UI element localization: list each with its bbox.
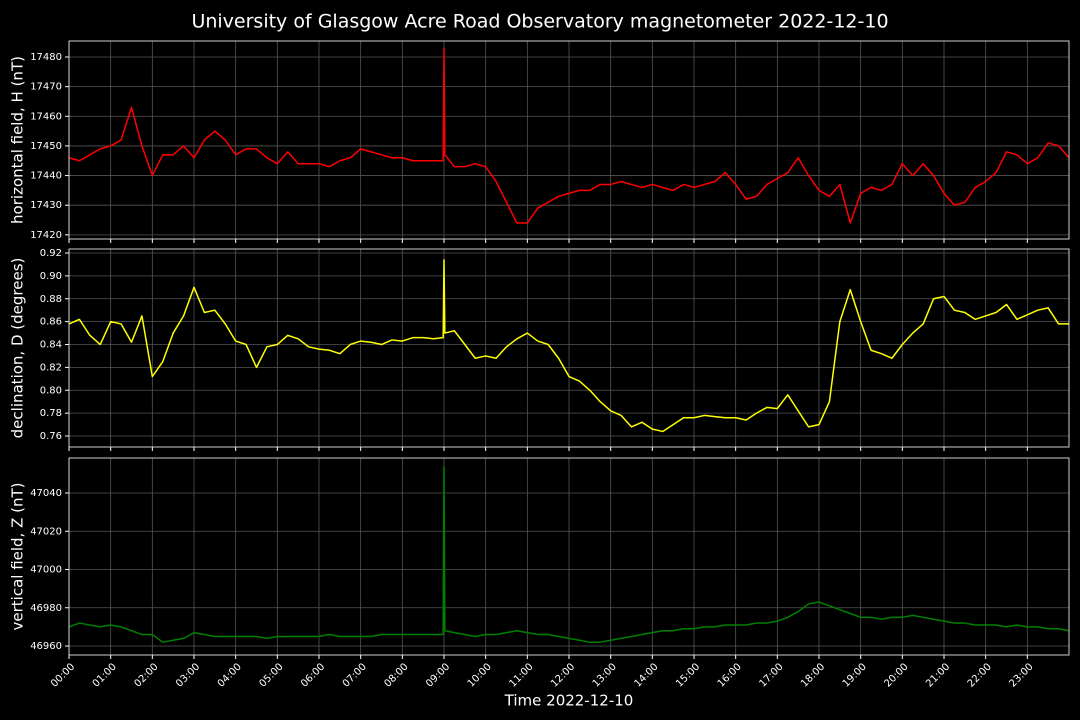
plot-frame	[68, 457, 1070, 656]
y-axis-label: vertical field, Z (nT)	[9, 482, 27, 630]
y-tick-label: 0.82	[40, 362, 62, 373]
y-tick-label: 17470	[30, 82, 62, 93]
y-tick-label: 0.78	[40, 408, 62, 419]
plot-frame	[68, 40, 1070, 240]
figure-title: University of Glasgow Acre Road Observat…	[191, 11, 888, 33]
y-tick-label: 0.92	[40, 248, 62, 259]
y-tick-label: 17460	[30, 111, 62, 122]
y-tick-label: 0.88	[40, 294, 62, 305]
y-tick-label: 17480	[30, 52, 62, 63]
y-tick-label: 0.80	[40, 385, 62, 396]
x-axis-label: Time 2022-12-10	[504, 692, 634, 710]
y-tick-label: 0.86	[40, 317, 62, 328]
y-axis-label: declination, D (degrees)	[9, 258, 27, 439]
y-tick-label: 0.84	[40, 340, 62, 351]
panel: 17420 17430 17440 17450 17460 17470 17480horiz…	[9, 40, 1070, 243]
plot-frame	[68, 248, 1070, 448]
panel: 0.76 0.78 0.80 0.82 0.84 0.86 0.88 0.90 0.92 decl…	[9, 248, 1070, 451]
y-tick-label: 47000	[30, 565, 62, 576]
y-tick-label: 17430	[30, 200, 62, 211]
y-tick-label: 0.90	[40, 271, 62, 282]
y-tick-label: 0.76	[40, 431, 62, 442]
y-tick-label: 46960	[30, 641, 62, 652]
y-tick-label: 46980	[30, 603, 62, 614]
y-tick-label: 47020	[30, 526, 62, 537]
y-tick-label: 17440	[30, 171, 62, 182]
data-line	[68, 259, 1069, 433]
data-line	[68, 465, 1070, 643]
data-line	[68, 47, 1070, 224]
y-tick-label: 17420	[30, 230, 62, 241]
y-axis-label: horizontal field, H (nT)	[9, 56, 27, 224]
y-tick-label: 17450	[30, 141, 62, 152]
y-tick-label: 47040	[30, 488, 62, 499]
